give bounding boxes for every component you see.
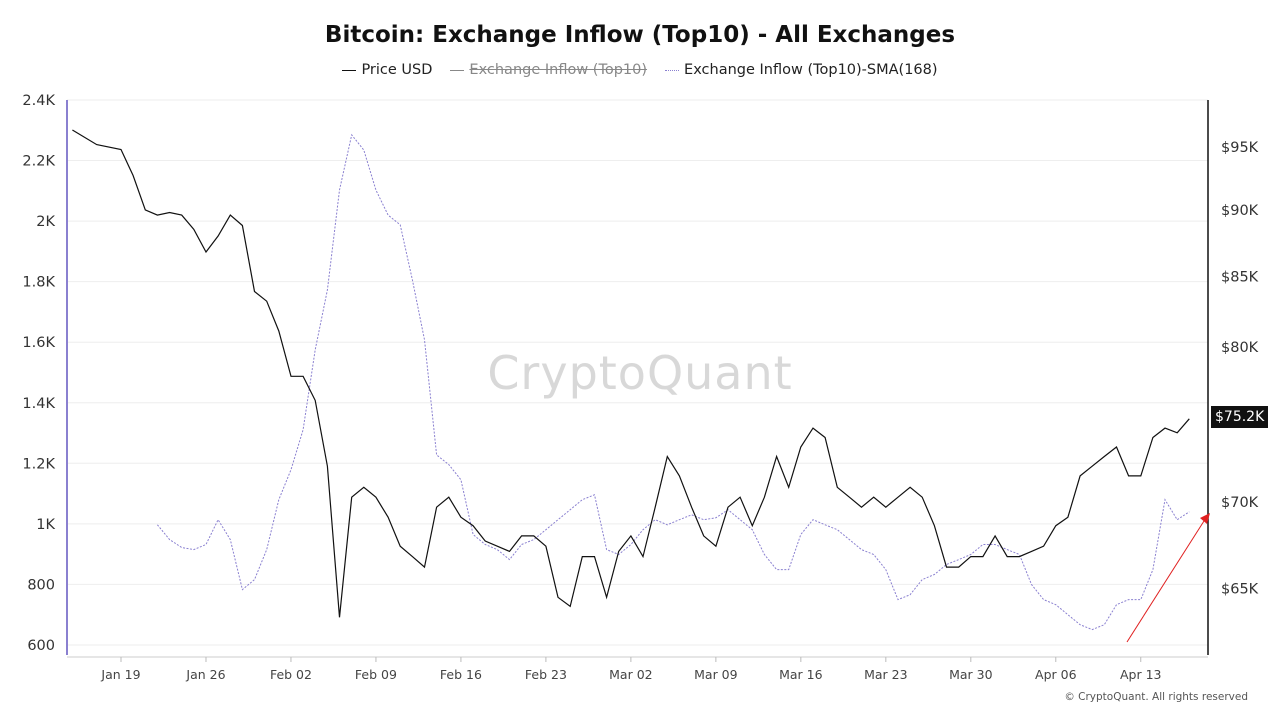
price-series bbox=[72, 129, 1190, 618]
legend: Price USD Exchange Inflow (Top10) Exchan… bbox=[0, 62, 1280, 78]
legend-label: Exchange Inflow (Top10) bbox=[469, 62, 648, 78]
last-price-label: $75.2K bbox=[1211, 406, 1269, 428]
legend-swatch bbox=[665, 69, 680, 71]
left-axis-tick: 1.8K bbox=[22, 275, 55, 291]
x-axis-tick: Jan 19 bbox=[100, 667, 140, 682]
x-axis-tick: Apr 13 bbox=[1120, 667, 1162, 682]
right-axis-tick: $80K bbox=[1221, 340, 1259, 356]
left-axis-tick: 2.4K bbox=[22, 93, 55, 109]
legend-item-price[interactable]: Price USD bbox=[342, 62, 432, 78]
left-axis-tick: 1.6K bbox=[22, 335, 55, 351]
left-axis-tick: 2.2K bbox=[22, 154, 55, 170]
price-line bbox=[72, 129, 1190, 618]
x-axis-tick: Apr 06 bbox=[1035, 667, 1077, 682]
left-axis-tick: 1.2K bbox=[22, 456, 55, 472]
left-axis-tick: 1.4K bbox=[22, 396, 55, 412]
x-axis-tick: Mar 09 bbox=[694, 667, 738, 682]
annotation-arrow-head bbox=[1200, 513, 1210, 524]
x-axis-tick: Mar 02 bbox=[609, 667, 652, 682]
legend-swatch bbox=[450, 69, 465, 71]
legend-label: Exchange Inflow (Top10)-SMA(168) bbox=[684, 62, 938, 78]
legend-label: Price USD bbox=[361, 62, 433, 78]
x-axis-tick: Jan 26 bbox=[185, 667, 225, 682]
x-axis-tick: Mar 23 bbox=[864, 667, 907, 682]
sma-line bbox=[157, 133, 1190, 631]
x-axis-tick: Mar 30 bbox=[949, 667, 993, 682]
left-axis-tick: 600 bbox=[27, 638, 55, 654]
legend-swatch bbox=[342, 69, 357, 71]
x-axis-tick: Feb 02 bbox=[270, 667, 312, 682]
right-axis-tick: $95K bbox=[1221, 140, 1259, 156]
chart-title: Bitcoin: Exchange Inflow (Top10) - All E… bbox=[324, 22, 956, 48]
x-axis-tick: Feb 16 bbox=[440, 667, 482, 682]
legend-item-inflow[interactable]: Exchange Inflow (Top10) bbox=[450, 62, 647, 78]
legend-item-sma[interactable]: Exchange Inflow (Top10)-SMA(168) bbox=[665, 62, 938, 78]
copyright: © CryptoQuant. All rights reserved bbox=[1064, 691, 1248, 703]
x-axis-tick: Feb 23 bbox=[525, 667, 567, 682]
right-axis-tick: $65K bbox=[1221, 581, 1259, 597]
x-axis-tick: Mar 16 bbox=[779, 667, 823, 682]
left-axis-tick: 800 bbox=[27, 577, 55, 593]
annotation-arrow-line bbox=[1126, 520, 1205, 643]
left-axis-tick: 1K bbox=[36, 517, 55, 533]
watermark: CryptoQuant bbox=[487, 346, 793, 400]
left-axis-tick: 2K bbox=[36, 214, 55, 230]
right-axis-tick: $85K bbox=[1221, 269, 1259, 285]
right-axis-tick: $70K bbox=[1221, 495, 1259, 511]
sma-series bbox=[157, 133, 1190, 631]
right-axis-tick: $90K bbox=[1221, 203, 1259, 219]
x-axis-tick: Feb 09 bbox=[355, 667, 397, 682]
